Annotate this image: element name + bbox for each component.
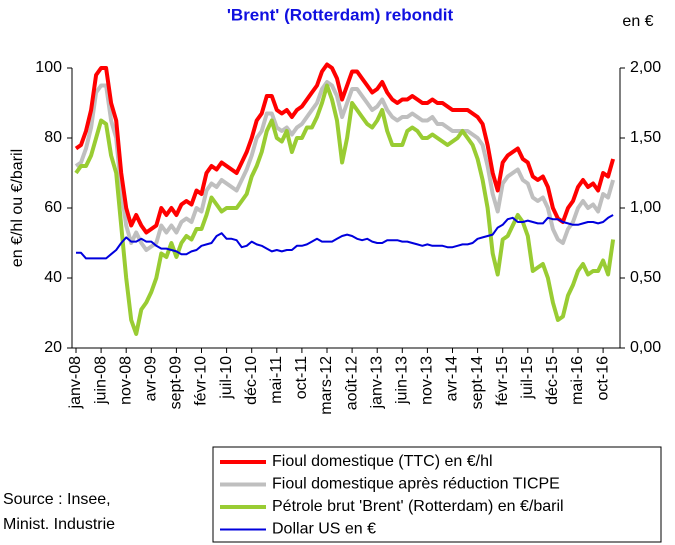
x-tick-label: févr-10 — [193, 356, 210, 406]
y2-axis-label: en € — [622, 13, 653, 30]
x-tick-label: juil-15 — [519, 356, 536, 400]
y2-tick-label: 0,50 — [630, 269, 661, 286]
x-tick-label: juil-10 — [218, 356, 235, 400]
y-tick-label: 100 — [35, 59, 62, 76]
x-tick-label: mai-11 — [268, 356, 285, 404]
source-text: Minist. Industrie — [3, 516, 115, 533]
series-line — [74, 80, 616, 252]
legend-box — [212, 446, 662, 543]
x-tick-label: août-12 — [343, 356, 360, 410]
x-tick-label: févr-15 — [494, 356, 511, 406]
x-tick-label: juin-08 — [92, 356, 109, 405]
y2-tick-label: 1,00 — [630, 199, 661, 216]
x-tick-label: avr-09 — [143, 356, 160, 401]
x-tick-label: mars-12 — [318, 356, 335, 415]
x-tick-label: déc-15 — [544, 356, 561, 405]
x-tick-label: nov-13 — [419, 356, 436, 405]
series-line — [76, 214, 614, 260]
legend-label: Fioul domestique après réduction TICPE — [272, 476, 560, 493]
x-tick-label: oct-16 — [594, 356, 611, 401]
x-tick-label: janv-13 — [368, 356, 385, 410]
series-line — [74, 62, 616, 235]
x-tick-label: nov-08 — [117, 356, 134, 405]
y-axis-label: en €/hl ou €/baril — [9, 149, 26, 267]
x-tick-label: mai-16 — [569, 356, 586, 405]
chart-title: 'Brent' (Rotterdam) rebondit — [227, 5, 454, 24]
y-tick-label: 40 — [44, 269, 62, 286]
y2-tick-label: 0,00 — [630, 339, 661, 356]
legend-label: Dollar US en € — [272, 521, 376, 538]
y2-tick-label: 1,50 — [630, 129, 661, 146]
source-text: Source : Insee, — [3, 491, 111, 508]
x-tick-label: janv-08 — [67, 356, 84, 410]
x-tick-label: oct-11 — [293, 356, 310, 399]
y-tick-label: 80 — [44, 129, 62, 146]
x-tick-label: sept-09 — [168, 356, 185, 409]
x-tick-label: sept-14 — [469, 356, 486, 409]
legend-label: Pétrole brut 'Brent' (Rotterdam) en €/ba… — [272, 498, 564, 515]
y-tick-label: 60 — [44, 199, 62, 216]
x-tick-label: déc-10 — [243, 356, 260, 405]
y-tick-label: 20 — [44, 339, 62, 356]
legend-label: Fioul domestique (TTC) en €/hl — [272, 453, 493, 470]
x-tick-label: avr-14 — [444, 356, 461, 401]
series-line — [74, 83, 616, 336]
x-tick-label: juin-13 — [394, 356, 411, 405]
y2-tick-label: 2,00 — [630, 59, 661, 76]
